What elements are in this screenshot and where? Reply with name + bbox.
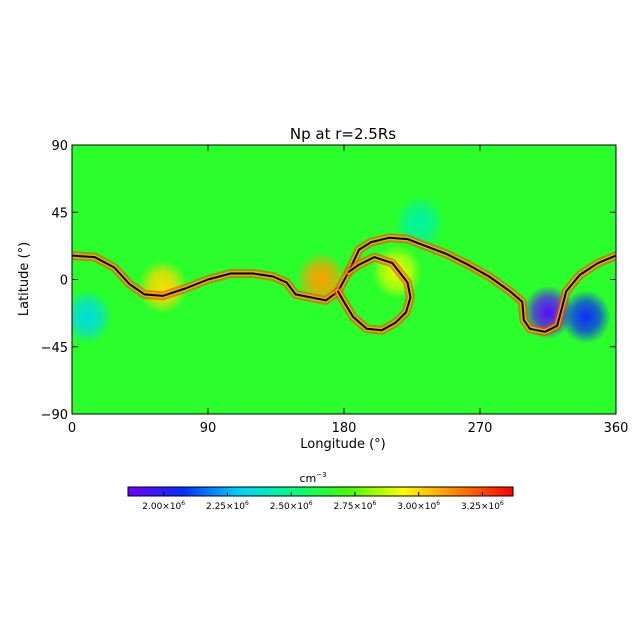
density-feature [137,260,188,314]
x-tick-label: 360 [604,421,629,436]
chart-title: Np at r=2.5Rs [290,125,396,143]
colorbar-tick-label: 2.00×106 [142,500,185,512]
colorbar-unit-exponent: −3 [316,471,326,479]
x-tick-label: 0 [68,421,76,436]
density-feature [560,289,611,344]
neutral-lines [72,233,616,337]
colorbar-tick-label: 2.75×106 [333,500,376,512]
colorbar-unit-base: cm [299,472,316,485]
x-tick-label: 90 [200,421,217,436]
y-tick-label: −90 [41,408,68,423]
colorbar-tick-label: 3.00×106 [397,500,440,512]
x-axis: 0 90 180 270 360 [68,145,629,436]
colorbar-tick-label: 3.25×106 [461,500,504,512]
y-axis-label: Latitude (°) [17,242,32,316]
colorbar-unit: cm−3 [299,471,326,485]
colorbar-tick-label: 2.50×106 [270,500,313,512]
density-feature [72,289,113,344]
x-axis-label: Longitude (°) [300,437,385,452]
colorbar-tick-label: 2.25×106 [206,500,249,512]
x-tick-label: 270 [468,421,493,436]
y-axis: −90 −45 0 45 90 [41,139,616,423]
y-tick-label: 90 [51,139,68,154]
neutral-line-loop [337,256,412,332]
x-tick-label: 180 [332,421,357,436]
y-tick-label: 0 [60,274,68,289]
plot-area [72,145,616,414]
colorbar-bar [127,486,514,497]
colorbar: cm−3 2.00×106 2.25×106 2.50×106 2.75×106 3.0… [127,471,514,512]
colorbar-ticks: 2.00×106 2.25×106 2.50×106 2.75×106 3.00×106… [142,492,504,512]
y-tick-label: −45 [41,341,68,356]
y-tick-label: 45 [51,206,68,221]
neutral-line [72,236,616,333]
